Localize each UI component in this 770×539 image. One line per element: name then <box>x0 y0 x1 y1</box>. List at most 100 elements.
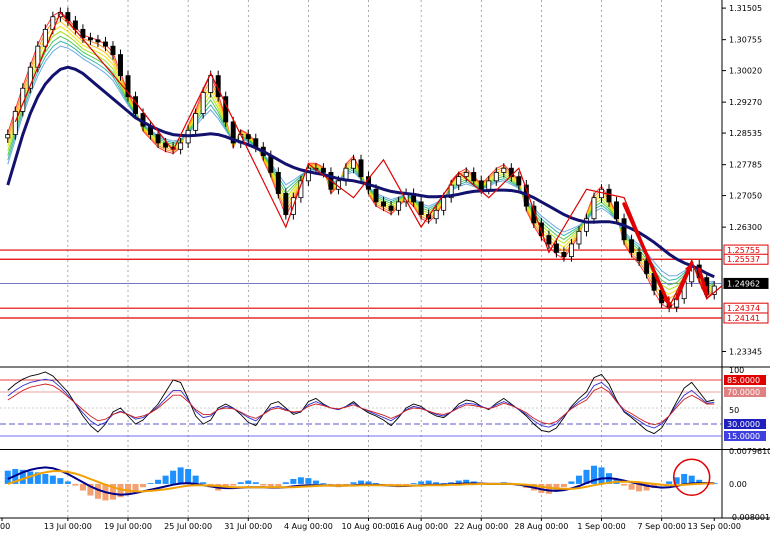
candle-body[interactable] <box>133 96 138 114</box>
macd-histogram-bar <box>305 478 312 484</box>
macd-histogram-bar <box>79 483 86 491</box>
candle-body[interactable] <box>125 75 131 98</box>
candle-body[interactable] <box>471 172 477 182</box>
price-tag <box>723 253 769 265</box>
candle-body[interactable] <box>155 134 161 144</box>
candle-body[interactable] <box>441 197 447 211</box>
candle-body[interactable] <box>606 188 612 203</box>
candle-body[interactable] <box>614 201 620 220</box>
candle-body[interactable] <box>95 39 101 43</box>
candle-body[interactable] <box>621 218 627 241</box>
macd-histogram-bar <box>132 483 139 491</box>
main-price-panel[interactable] <box>0 7 723 319</box>
candle-body[interactable] <box>283 193 289 215</box>
candle-body[interactable] <box>418 201 424 215</box>
macd-histogram-bar <box>448 482 455 484</box>
macd-histogram-bar <box>583 469 590 484</box>
y-tick-label: 1.28535 <box>729 129 762 138</box>
candle-body[interactable] <box>87 37 93 41</box>
macd-histogram-bar <box>64 481 71 484</box>
candle-body[interactable] <box>644 260 650 274</box>
candle-body[interactable] <box>215 75 221 98</box>
candle-body[interactable] <box>553 243 559 253</box>
candle-body[interactable] <box>208 75 214 93</box>
x-tick-label: 13 Sep 00:00 <box>688 522 741 531</box>
candle-body[interactable] <box>516 176 522 186</box>
stochastic-line <box>7 383 715 426</box>
price-tag-label: 1.25537 <box>727 255 760 264</box>
candle-body[interactable] <box>200 92 206 114</box>
macd-histogram-bar <box>575 475 582 484</box>
candle-body[interactable] <box>102 41 108 47</box>
candle-body[interactable] <box>629 239 635 253</box>
candle-body[interactable] <box>501 167 507 173</box>
macd-histogram-bar <box>673 477 680 484</box>
y-tick-label: 1.30755 <box>729 36 762 45</box>
candle-body[interactable] <box>80 28 86 39</box>
macd-histogram-bar <box>49 475 56 484</box>
candle-body[interactable] <box>448 184 454 199</box>
candle-body[interactable] <box>591 197 597 220</box>
candle-body[interactable] <box>42 28 48 47</box>
candle-body[interactable] <box>456 176 462 186</box>
candle-body[interactable] <box>275 172 281 194</box>
macd-histogram-bar <box>185 469 192 484</box>
macd-histogram-bar <box>681 473 688 484</box>
stochastic-tick-label: 50 <box>729 406 739 415</box>
candle-body[interactable] <box>381 201 387 207</box>
candle-body[interactable] <box>463 172 469 178</box>
candle-body[interactable] <box>320 167 326 173</box>
macd-histogram-bar <box>177 467 184 484</box>
macd-histogram-bar <box>643 483 650 491</box>
macd-histogram-bar <box>117 483 124 498</box>
macd-histogram-bar <box>109 483 116 500</box>
level-tag <box>724 419 766 429</box>
candle-body[interactable] <box>508 167 514 178</box>
candle-body[interactable] <box>351 159 356 169</box>
candle-body[interactable] <box>486 180 492 190</box>
macd-histogram-bar <box>192 475 199 484</box>
candle-body[interactable] <box>163 142 169 148</box>
candle-body[interactable] <box>245 134 251 140</box>
candle-body[interactable] <box>178 142 184 150</box>
candle-body[interactable] <box>584 218 589 232</box>
macd-histogram-bar <box>425 480 432 484</box>
candle-body[interactable] <box>433 209 439 220</box>
main-moving-average <box>6 65 715 279</box>
candle-body[interactable] <box>118 54 123 77</box>
candle-body[interactable] <box>568 243 574 257</box>
candle-body[interactable] <box>305 167 311 182</box>
candle-body[interactable] <box>27 66 33 89</box>
candle-body[interactable] <box>636 251 642 262</box>
macd-panel[interactable] <box>4 458 718 501</box>
x-tick-label: 4 Aug 00:00 <box>284 522 333 531</box>
macd-histogram-bar <box>162 475 169 484</box>
candle-body[interactable] <box>110 45 116 56</box>
candle-body[interactable] <box>5 134 11 139</box>
trend-arrow-head <box>662 295 670 305</box>
stochastic-panel[interactable] <box>0 371 722 437</box>
candle-body[interactable] <box>538 222 544 236</box>
macd-histogram-bar <box>140 483 147 488</box>
candle-body[interactable] <box>546 235 552 245</box>
candle-body[interactable] <box>396 201 402 211</box>
macd-histogram-bar <box>463 479 470 484</box>
candle-body[interactable] <box>561 251 567 257</box>
candle-body[interactable] <box>193 113 199 131</box>
price-tag <box>723 277 769 289</box>
macd-histogram-bar <box>568 481 575 484</box>
price-tag-label: 1.24962 <box>727 279 760 288</box>
candle-body[interactable] <box>230 121 236 144</box>
candle-body[interactable] <box>388 205 394 211</box>
candle-body[interactable] <box>576 230 582 245</box>
level-tag-label: 70.0000 <box>727 388 760 397</box>
candle-body[interactable] <box>493 172 499 182</box>
macd-histogram-bar <box>155 479 162 484</box>
macd-histogram-bar <box>275 483 282 487</box>
candle-body[interactable] <box>373 188 379 203</box>
candle-body[interactable] <box>478 180 484 190</box>
candle-body[interactable] <box>358 159 364 178</box>
candle-body[interactable] <box>12 111 18 135</box>
